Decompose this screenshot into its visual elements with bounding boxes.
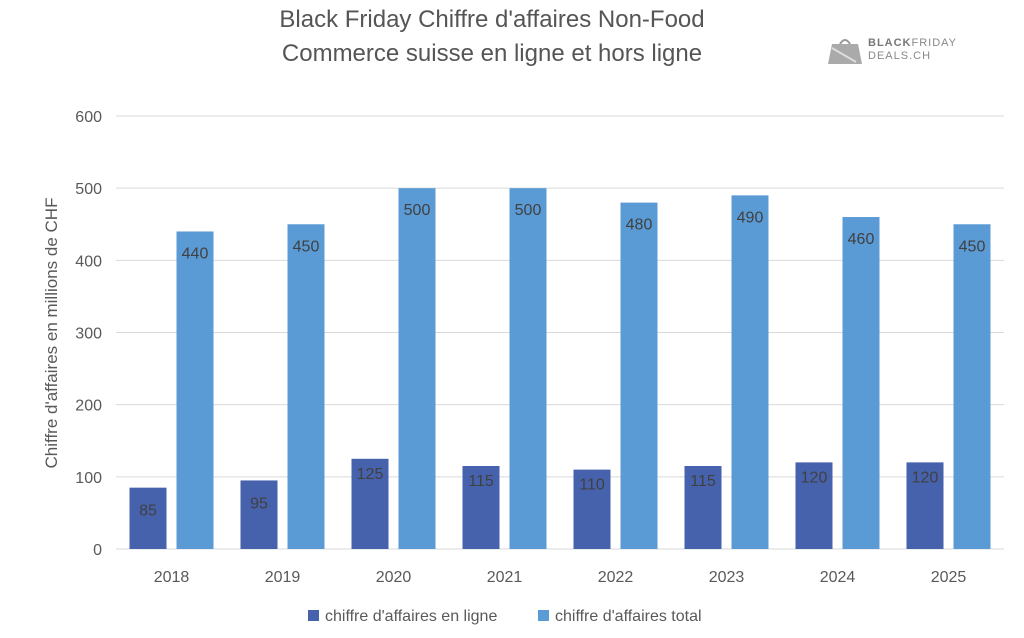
data-label: 120 [801, 469, 828, 486]
logo-text-friday: FRIDAY [911, 37, 958, 49]
bar-online [573, 469, 611, 549]
y-tick-label: 300 [75, 326, 102, 343]
data-label: 450 [293, 238, 320, 255]
x-tick-label: 2022 [598, 569, 634, 586]
bar-total [731, 195, 769, 549]
logo-text-deals: DEALS.CH [868, 50, 932, 62]
data-label: 125 [357, 466, 384, 483]
x-tick-label: 2020 [376, 569, 412, 586]
data-label: 115 [690, 473, 716, 490]
data-label: 120 [912, 469, 939, 486]
data-label: 85 [139, 503, 157, 520]
y-tick-label: 400 [75, 253, 102, 270]
bar-online [129, 487, 167, 549]
chart-title: Black Friday Chiffre d'affaires Non-Food [279, 6, 705, 33]
bar-total [620, 202, 658, 549]
logo-text-black: BLACK [868, 37, 912, 49]
y-tick-label: 600 [75, 109, 102, 126]
bar-online [684, 466, 722, 549]
x-tick-label: 2025 [931, 569, 967, 586]
x-tick-label: 2024 [820, 569, 856, 586]
y-tick-label: 200 [75, 398, 102, 415]
x-tick-label: 2018 [154, 569, 190, 586]
legend-label: chiffre d'affaires en ligne [325, 608, 497, 625]
bar-total [842, 217, 880, 550]
legend-swatch [308, 610, 319, 621]
data-label: 500 [515, 202, 542, 219]
x-tick-label: 2023 [709, 569, 745, 586]
data-label: 500 [404, 202, 431, 219]
bar-online [906, 462, 944, 549]
data-label: 115 [468, 473, 494, 490]
legend-swatch [538, 610, 549, 621]
y-tick-label: 100 [75, 470, 102, 487]
data-label: 110 [579, 477, 605, 494]
bar-total [509, 188, 547, 549]
data-label: 460 [848, 231, 875, 248]
bar-online [351, 458, 389, 549]
data-label: 490 [737, 209, 764, 226]
shopping-bag-icon [828, 39, 862, 64]
data-label: 440 [182, 245, 209, 262]
bar-total [953, 224, 991, 549]
bar-online [240, 480, 278, 549]
y-axis-label: Chiffre d'affaires en millions de CHF [42, 198, 61, 469]
data-label: 450 [959, 238, 986, 255]
y-tick-label: 500 [75, 181, 102, 198]
blackfriday-logo: BLACKFRIDAY DEALS.CH [828, 36, 957, 64]
chart-subtitle: Commerce suisse en ligne et hors ligne [281, 40, 703, 67]
bar-online [795, 462, 833, 549]
data-label: 480 [626, 217, 653, 234]
legend-label: chiffre d'affaires total [555, 608, 702, 625]
bar-online [462, 466, 500, 549]
x-tick-label: 2021 [487, 569, 523, 586]
x-tick-label: 2019 [265, 569, 301, 586]
bar-total [398, 188, 436, 549]
bar-total [176, 231, 214, 549]
bar-total [287, 224, 325, 549]
y-tick-label: 0 [93, 542, 102, 559]
data-label: 95 [250, 495, 268, 512]
